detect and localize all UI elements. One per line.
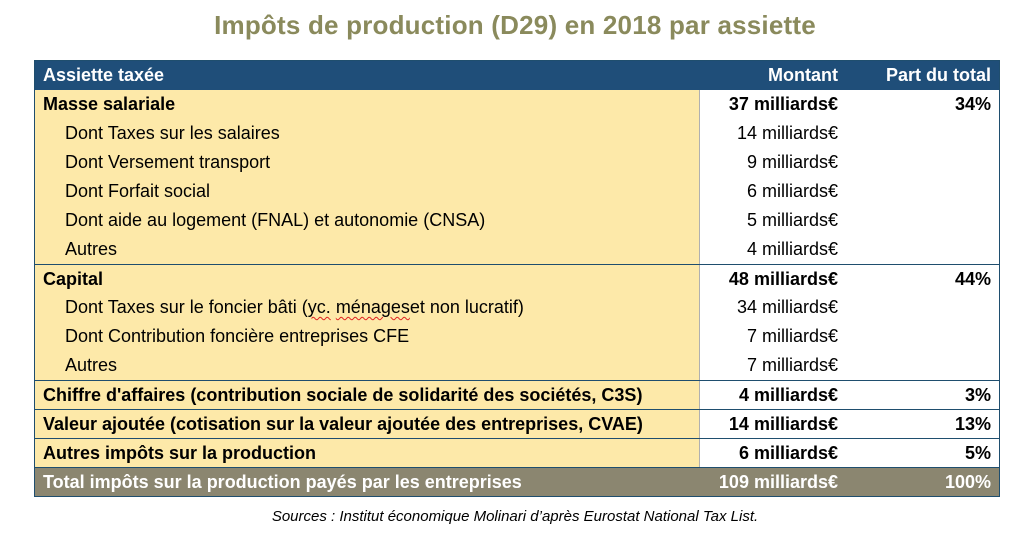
row-amount: 37 milliards€ xyxy=(699,90,846,119)
total-share: 100% xyxy=(846,468,999,496)
row-label: Autres xyxy=(35,235,699,264)
row-label-spell-menages: ménages xyxy=(335,297,410,317)
total-amount: 109 milliards€ xyxy=(699,468,846,496)
row-amount: 5 milliards€ xyxy=(699,206,846,235)
row-label: Chiffre d'affaires (contribution sociale… xyxy=(35,381,699,409)
row-label: Capital xyxy=(35,265,699,293)
row-amount: 7 milliards€ xyxy=(699,351,846,380)
row-label-suffix: et non lucratif) xyxy=(409,297,524,317)
table-row-masse-salariale: Masse salariale 37 milliards€ 34% xyxy=(35,90,999,119)
row-label: Autres xyxy=(35,351,699,380)
row-amount: 34 milliards€ xyxy=(699,293,846,322)
row-share xyxy=(846,206,999,235)
table-row: Autres 7 milliards€ xyxy=(35,351,999,380)
row-label: Autres impôts sur la production xyxy=(35,439,699,467)
row-share xyxy=(846,235,999,264)
table-row: Dont Taxes sur les salaires 14 milliards… xyxy=(35,119,999,148)
table-row: Autres 4 milliards€ xyxy=(35,235,999,264)
table-row-autres-impots: Autres impôts sur la production 6 millia… xyxy=(35,438,999,467)
row-share xyxy=(846,119,999,148)
row-share: 3% xyxy=(964,384,991,405)
row-share xyxy=(846,351,999,380)
tax-table: Assiette taxée Montant Part du total Mas… xyxy=(34,60,1000,497)
row-label: Dont Taxes sur les salaires xyxy=(35,119,699,148)
row-label: Dont Versement transport xyxy=(35,148,699,177)
row-label-prefix: Dont Taxes sur le foncier bâti ( xyxy=(65,297,308,317)
row-label: Dont Taxes sur le foncier bâti (yc. ména… xyxy=(35,293,699,322)
row-share: 13% xyxy=(954,413,991,434)
row-amount: 48 milliards€ xyxy=(699,265,846,293)
row-share xyxy=(846,177,999,206)
table-row: Dont Versement transport 9 milliards€ xyxy=(35,148,999,177)
row-share xyxy=(846,148,999,177)
table-row: Dont Taxes sur le foncier bâti (yc. ména… xyxy=(35,293,999,322)
row-amount: 9 milliards€ xyxy=(699,148,846,177)
table-row: Dont Forfait social 6 milliards€ xyxy=(35,177,999,206)
row-amount: 7 milliards€ xyxy=(699,322,846,351)
row-label: Dont aide au logement (FNAL) et autonomi… xyxy=(35,206,699,235)
table-header-row: Assiette taxée Montant Part du total xyxy=(35,61,999,90)
row-label-spell-yc: yc. xyxy=(307,297,331,317)
row-share: 34% xyxy=(954,94,991,114)
total-label: Total impôts sur la production payés par… xyxy=(35,468,699,496)
header-assiette: Assiette taxée xyxy=(35,61,699,90)
row-label: Dont Contribution foncière entreprises C… xyxy=(35,322,699,351)
table-row-valeur-ajoutee: Valeur ajoutée (cotisation sur la valeur… xyxy=(35,409,999,438)
row-amount: 6 milliards€ xyxy=(699,439,846,467)
row-share xyxy=(846,293,999,322)
table-row-capital: Capital 48 milliards€ 44% xyxy=(35,264,999,293)
row-label: Valeur ajoutée (cotisation sur la valeur… xyxy=(35,410,699,438)
table-row: Dont Contribution foncière entreprises C… xyxy=(35,322,999,351)
table-row: Dont aide au logement (FNAL) et autonomi… xyxy=(35,206,999,235)
header-part: Part du total xyxy=(846,61,999,90)
table-row-chiffre-affaires: Chiffre d'affaires (contribution sociale… xyxy=(35,380,999,409)
table-total-row: Total impôts sur la production payés par… xyxy=(35,467,999,496)
row-amount: 4 milliards€ xyxy=(699,381,846,409)
row-share: 5% xyxy=(964,442,991,463)
source-note: Sources : Institut économique Molinari d… xyxy=(271,508,759,525)
row-label: Masse salariale xyxy=(35,90,699,119)
row-amount: 14 milliards€ xyxy=(699,119,846,148)
row-amount: 6 milliards€ xyxy=(699,177,846,206)
row-label: Dont Forfait social xyxy=(35,177,699,206)
row-amount: 14 milliards€ xyxy=(699,410,846,438)
header-montant: Montant xyxy=(699,61,846,90)
page-title: Impôts de production (D29) en 2018 par a… xyxy=(214,10,816,40)
row-share xyxy=(846,322,999,351)
row-share: 44% xyxy=(954,268,991,289)
row-amount: 4 milliards€ xyxy=(699,235,846,264)
